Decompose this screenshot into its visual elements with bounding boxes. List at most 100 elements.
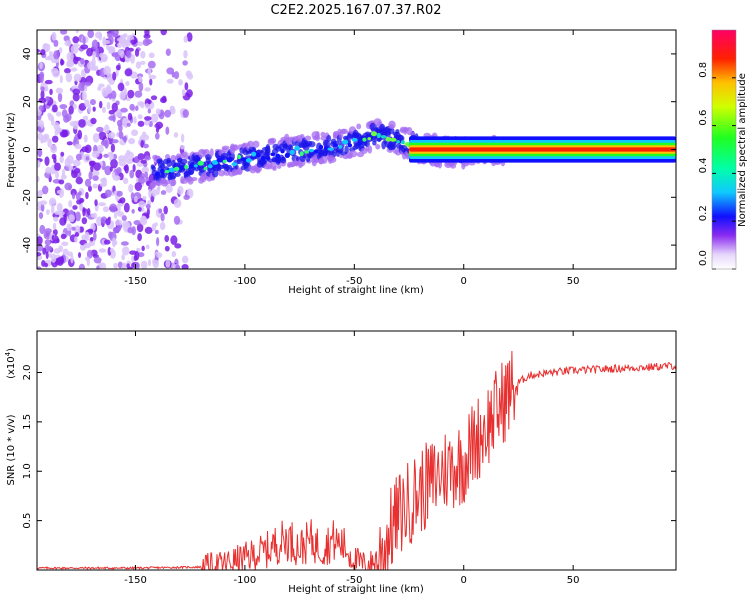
heatmap-noise-cell (144, 87, 151, 92)
heatmap-ridge-core (338, 145, 343, 149)
heatmap-noise-cell (83, 134, 88, 143)
heatmap-noise-cell (150, 95, 158, 101)
heatmap-noise-cell (140, 172, 145, 180)
heatmap-noise-cell (98, 131, 107, 141)
heatmap-noise-cell (82, 36, 86, 45)
heatmap-noise-cell (109, 166, 113, 172)
heatmap-noise-cell (86, 47, 93, 57)
heatmap-ridge-halo (461, 161, 470, 167)
heatmap-ridge-core (367, 137, 372, 141)
heatmap-noise-cell (39, 200, 48, 206)
heatmap-noise-cell (118, 131, 124, 139)
heatmap-noise-cell (48, 51, 53, 56)
heatmap-noise-cell (102, 206, 110, 213)
x-tick-label: -150 (124, 276, 147, 287)
heatmap-noise-cell (111, 30, 119, 37)
heatmap-noise-cell (112, 71, 117, 81)
heatmap-noise-cell (93, 65, 99, 71)
heatmap-noise-cell (87, 228, 94, 233)
heatmap-noise-cell (112, 153, 118, 160)
heatmap-ridge-core (245, 158, 252, 163)
heatmap-noise-cell (68, 214, 75, 220)
heatmap-ridge-core (351, 137, 358, 142)
heatmap-noise-cell (56, 202, 63, 212)
heatmap-noise-cell (121, 254, 126, 261)
heatmap-noise-cell (144, 103, 151, 109)
heatmap-ridge-core (357, 141, 362, 146)
heatmap-noise-cell (78, 81, 87, 92)
heatmap-ridge-halo (372, 140, 377, 146)
heatmap-ridge-core (197, 160, 204, 166)
heatmap-noise-cell (140, 51, 146, 59)
heatmap-ridge-core (216, 157, 224, 163)
heatmap-noise-cell (117, 261, 123, 269)
heatmap-noise-cell (77, 129, 83, 140)
heatmap-noise-cell (109, 247, 115, 254)
heatmap-noise-cell (72, 159, 81, 167)
heatmap-noise-cell (50, 253, 57, 263)
y-tick-label: -20 (22, 189, 33, 205)
heatmap-noise-cell (134, 48, 140, 57)
heatmap-noise-cell (72, 88, 81, 95)
heatmap-noise-cell (91, 150, 100, 158)
heatmap-noise-cell (140, 215, 146, 224)
heatmap-noise-cell (131, 208, 135, 214)
heatmap-noise-cell (130, 39, 138, 44)
heatmap-noise-cell (165, 126, 170, 135)
y-tick-label: 1.0 (22, 463, 33, 479)
snr-plot: -150 -100 -50 0 50 0.5 1.0 1.5 2.0 Height of st… (4, 330, 677, 595)
heatmap-noise-cell (125, 81, 130, 86)
heatmap-noise-cell (56, 238, 60, 244)
heatmap-noise-cell (92, 175, 99, 182)
heatmap-ridge-halo (155, 180, 162, 186)
heatmap-noise-cell (60, 174, 67, 180)
heatmap-ridge-core (265, 156, 271, 160)
heatmap-noise-cell (159, 221, 166, 231)
heatmap-noise-cell (42, 185, 49, 195)
colorbar-frame (711, 29, 737, 270)
heatmap-noise-cell (81, 146, 89, 153)
heatmap-noise-cell (118, 158, 126, 167)
heatmap-noise-cell (98, 32, 103, 41)
heatmap-noise-cell (81, 217, 88, 225)
heatmap-noise-cell (164, 234, 170, 243)
heatmap-noise-cell (111, 102, 118, 113)
y-tick-label: 0 (22, 146, 33, 152)
heatmap-noise-cell (89, 161, 96, 167)
heatmap-noise-cell (137, 206, 142, 212)
heatmap-noise-cell (64, 158, 71, 167)
heatmap-ridge-core (280, 149, 285, 154)
heatmap-noise-cell (169, 105, 175, 112)
heatmap-ridge-core (347, 143, 353, 148)
spectrogram-y-ticks: 40 20 0 -20 -40 (22, 48, 676, 253)
snr-x-axis-label: Height of straight line (km) (288, 584, 424, 595)
heatmap-noise-cell (60, 30, 68, 35)
heatmap-noise-cell (73, 168, 81, 174)
heatmap-noise-cell (124, 68, 133, 77)
snr-frame (36, 330, 677, 571)
heatmap-noise-cell (52, 229, 58, 236)
heatmap-noise-cell (141, 245, 145, 252)
heatmap-noise-cell (120, 241, 129, 246)
heatmap-noise-cell (68, 165, 74, 171)
heatmap-noise-cell (91, 170, 100, 177)
heatmap-noise-cell (90, 237, 94, 242)
heatmap-noise-cell (58, 211, 65, 216)
heatmap-noise-cell (137, 120, 145, 127)
heatmap-noise-cell (81, 234, 88, 240)
heatmap-noise-cell (128, 266, 134, 269)
heatmap-noise-cell (45, 167, 52, 174)
heatmap-noise-cell (105, 86, 113, 95)
heatmap-ridge-halo (187, 176, 193, 183)
heatmap-ridge-core (294, 145, 300, 151)
heatmap-noise-cell (156, 237, 160, 247)
heatmap-noise-cell (129, 54, 136, 64)
heatmap-noise-cell (47, 138, 52, 148)
heatmap-noise-cell (47, 112, 52, 118)
heatmap-noise-cell (119, 91, 126, 101)
heatmap-noise-cell (148, 188, 152, 199)
heatmap-noise-cell (103, 239, 111, 245)
heatmap-noise-cell (134, 90, 143, 98)
heatmap-noise-cell (93, 162, 101, 171)
heatmap-noise-cell (158, 208, 163, 214)
